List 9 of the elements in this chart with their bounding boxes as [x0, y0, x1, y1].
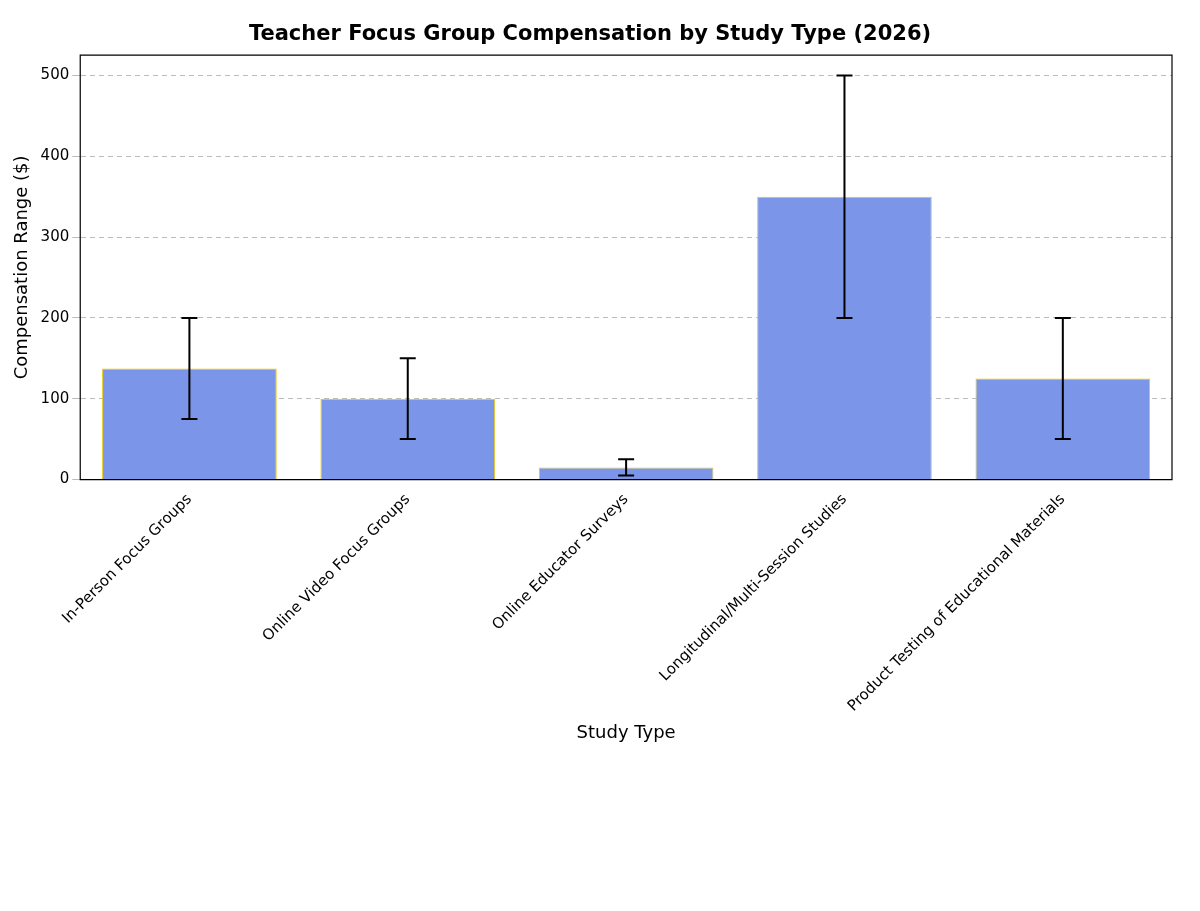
y-tick-label: 0 [59, 469, 70, 488]
x-axis-title: Study Type [576, 720, 676, 742]
y-axis-title: Compensation Range ($) [10, 155, 32, 380]
y-tick-label: 500 [40, 65, 70, 84]
chart-title: Teacher Focus Group Compensation by Study Type (2026) [248, 21, 932, 46]
y-tick-label: 100 [40, 388, 70, 407]
y-tick-label: 300 [40, 226, 70, 245]
y-tick-label: 200 [40, 307, 70, 326]
y-tick-label: 400 [40, 146, 70, 165]
